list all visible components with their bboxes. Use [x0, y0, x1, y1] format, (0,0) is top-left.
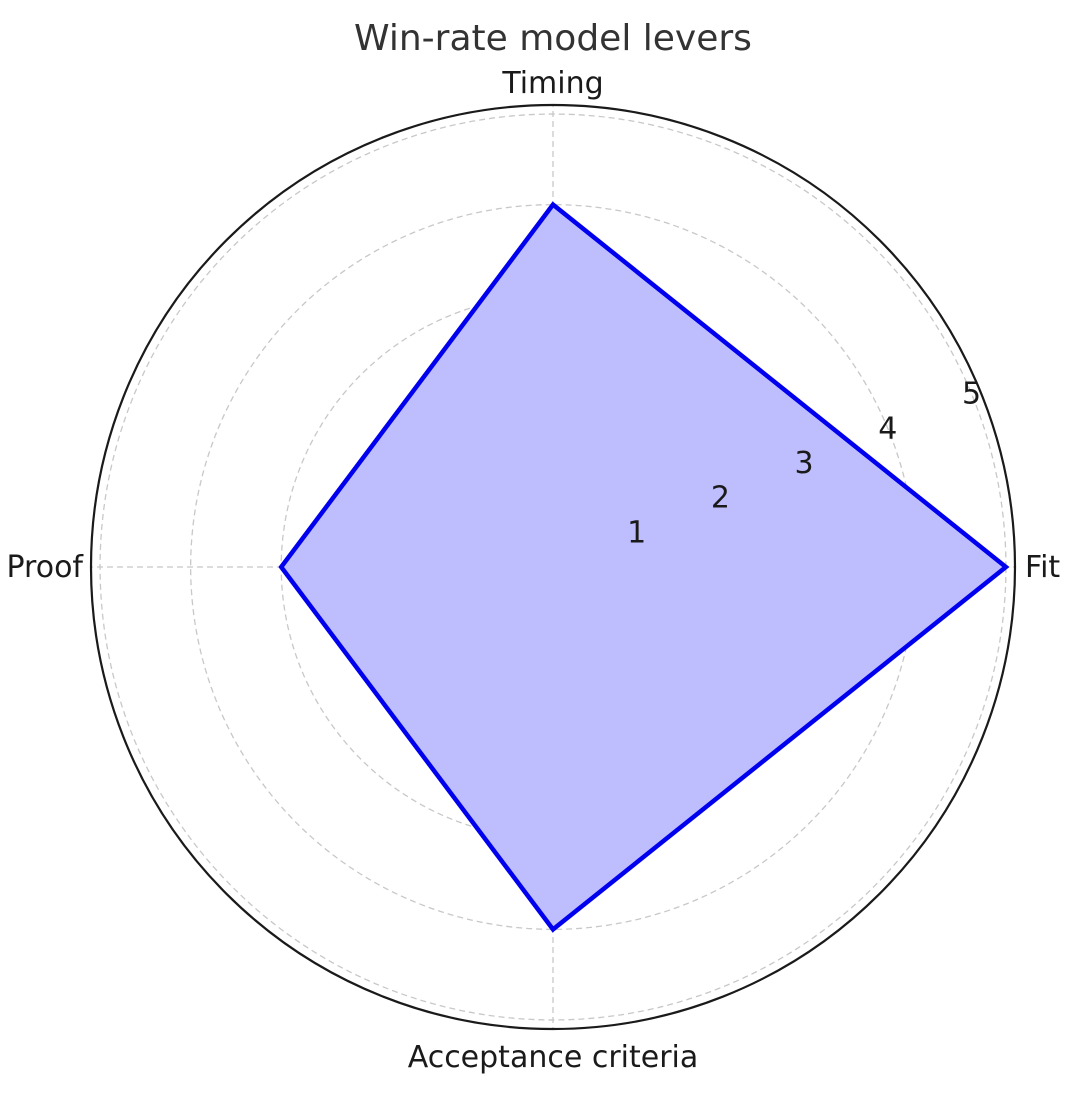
category-label-proof: Proof	[6, 550, 84, 585]
chart-title: Win-rate model levers	[354, 18, 752, 59]
category-label-acceptance-criteria: Acceptance criteria	[408, 1040, 699, 1075]
outer-ring	[89, 103, 1017, 1031]
data-layer	[278, 201, 1010, 933]
radial-tick-label-5: 5	[962, 377, 981, 412]
radial-tick-label-2: 2	[711, 481, 730, 516]
category-label-timing: Timing	[501, 66, 603, 101]
radial-tick-label-3: 3	[795, 446, 814, 481]
series-0-area	[281, 204, 1006, 930]
radial-tick-label-1: 1	[627, 515, 646, 550]
label-layer: 1 2 3 4 5 Fit Timing Proof Acceptance criteria	[6, 66, 1060, 1075]
radial-tick-label-4: 4	[878, 411, 897, 446]
category-label-fit: Fit	[1025, 550, 1060, 585]
series-0-line	[278, 201, 1010, 933]
